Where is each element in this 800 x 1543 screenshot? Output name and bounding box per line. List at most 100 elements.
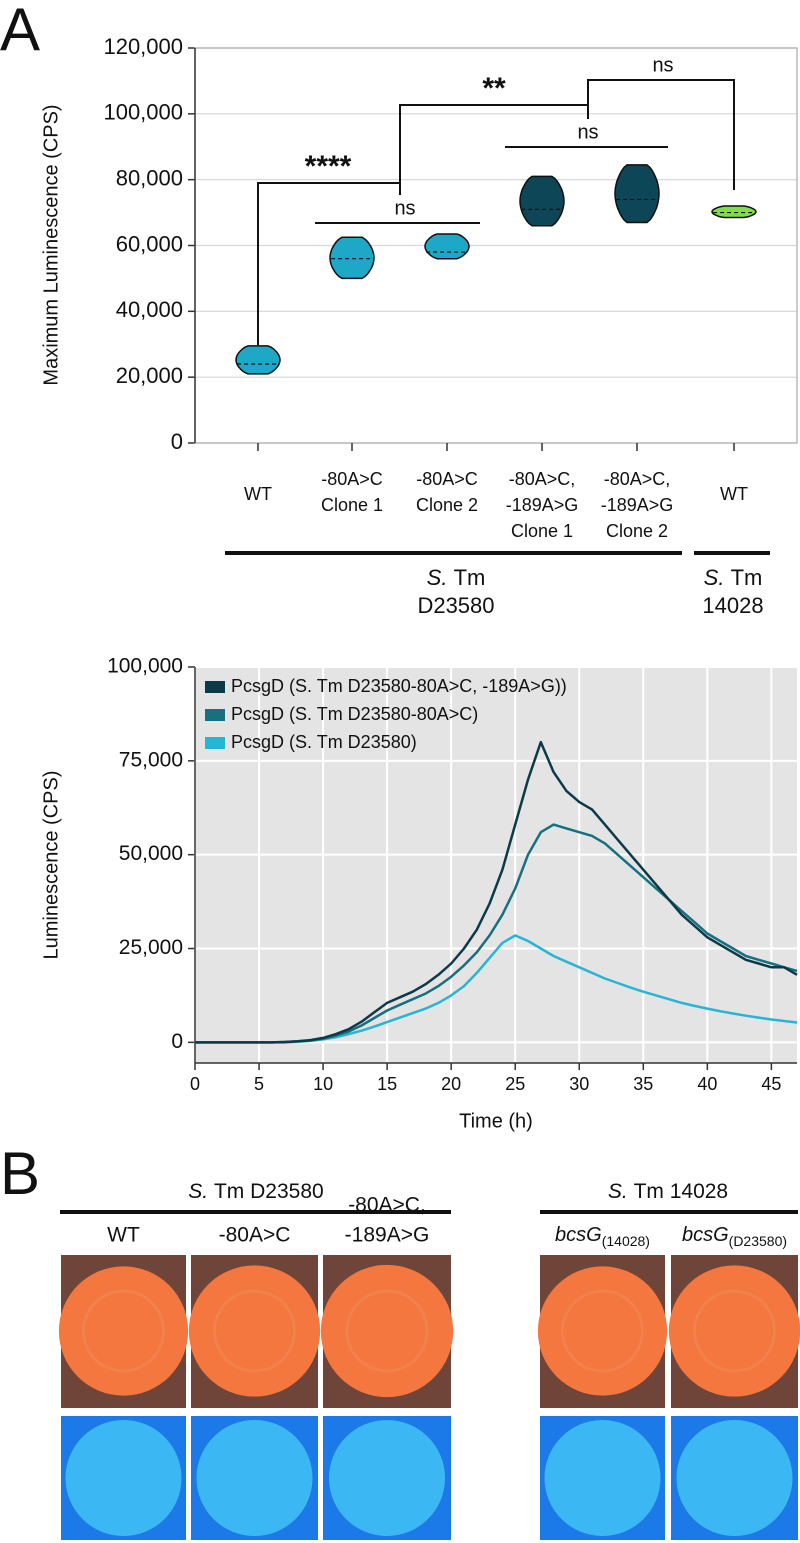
colony-blue [676, 1420, 793, 1536]
y-tick-label: 20,000 [116, 363, 183, 388]
x-tick-label: 40 [697, 1074, 717, 1094]
x-tick-label: 45 [761, 1074, 781, 1094]
x-tick-label: 15 [377, 1074, 397, 1094]
gene-subscript: (D23580) [729, 1233, 787, 1249]
legend-label: PcsgD (S. Tm D23580) [231, 732, 417, 752]
plot-background [195, 667, 797, 1063]
x-tick-label: -80A>C [416, 469, 478, 489]
legend-label: PcsgD (S. Tm D23580-80A>C) [231, 704, 478, 724]
y-axis-label: Maximum Luminescence (CPS) [40, 104, 62, 385]
column-label: -80A>C, [348, 1194, 426, 1217]
x-tick-label: WT [720, 484, 748, 504]
x-tick-label: -80A>C [321, 469, 383, 489]
group-species: S. [608, 1180, 628, 1203]
y-tick-label: 75,000 [119, 748, 183, 771]
group-species: S. [704, 565, 725, 590]
group-text: Tm D23580 [214, 1180, 324, 1203]
y-tick-label: 0 [171, 1030, 183, 1053]
legend-swatch [205, 681, 225, 693]
group-label: S. Tm [427, 565, 486, 590]
violin [235, 345, 281, 375]
significance-label: ** [482, 72, 506, 105]
legend-swatch [205, 709, 225, 721]
x-tick-label: 0 [190, 1074, 200, 1094]
group-strain: 14028 [702, 593, 763, 618]
y-tick-label: 50,000 [119, 842, 183, 865]
significance-label: ns [652, 54, 673, 76]
y-tick-label: 120,000 [103, 34, 183, 59]
violin [424, 233, 470, 260]
x-tick-label: Clone 1 [511, 521, 573, 541]
y-tick-label: 40,000 [116, 297, 183, 322]
column-label: -189A>G [345, 1224, 430, 1247]
colony-inner [213, 1289, 296, 1373]
panel-label: A [0, 0, 40, 63]
colony-inner [345, 1289, 429, 1373]
colony-red [320, 1264, 454, 1398]
column-label: bcsG(14028) [555, 1224, 650, 1248]
y-tick-label: 25,000 [119, 936, 183, 959]
colony-blue [65, 1420, 182, 1536]
column-label: -80A>C [219, 1224, 291, 1247]
group-text: Tm [454, 565, 486, 590]
colony-red [188, 1265, 321, 1397]
group-text: Tm 14028 [634, 1180, 729, 1203]
x-tick-label: 25 [505, 1074, 525, 1094]
violin [329, 236, 375, 280]
violin [614, 164, 660, 224]
colony-blue [544, 1420, 661, 1536]
legend-label: PcsgD (S. Tm D23580-80A>C, -189A>G)) [231, 676, 567, 696]
x-tick-label: Clone 2 [416, 495, 478, 515]
group-species: S. [188, 1180, 208, 1203]
significance-bracket [257, 182, 401, 345]
x-tick-label: WT [244, 484, 272, 504]
y-tick-label: 100,000 [107, 655, 183, 678]
colony-blue [329, 1420, 445, 1536]
gene-name: bcsG [555, 1224, 602, 1246]
violin [519, 175, 565, 227]
colony-red [537, 1266, 668, 1396]
line-series [195, 740, 798, 1044]
group-label: S. Tm [704, 565, 763, 590]
colony-red [668, 1265, 800, 1397]
group-text: Tm [731, 565, 763, 590]
y-tick-label: 0 [171, 429, 183, 454]
significance-label: **** [305, 150, 352, 183]
column-label: WT [107, 1224, 140, 1247]
colony-blue [196, 1420, 313, 1536]
colony-inner [693, 1289, 776, 1373]
significance-bracket [399, 104, 589, 183]
legend-swatch [205, 737, 225, 749]
x-tick-label: -80A>C, [509, 469, 576, 489]
x-tick-label: -189A>G [601, 495, 674, 515]
significance-label: ns [577, 121, 598, 143]
colony-inner [82, 1289, 165, 1373]
x-tick-label: -189A>G [506, 495, 579, 515]
colony-inner [561, 1289, 644, 1373]
x-tick-label: Clone 2 [606, 521, 668, 541]
violin [711, 205, 757, 219]
group-label: S. Tm 14028 [608, 1180, 728, 1203]
gene-name: bcsG [682, 1224, 729, 1246]
x-tick-label: 30 [569, 1074, 589, 1094]
gene-subscript: (14028) [602, 1233, 650, 1249]
y-axis-label: Luminescence (CPS) [40, 771, 62, 960]
x-tick-label: 10 [313, 1074, 333, 1094]
group-strain: D23580 [417, 593, 494, 618]
column-label: bcsG(D23580) [682, 1224, 787, 1248]
x-tick-label: 20 [441, 1074, 461, 1094]
x-tick-label: -80A>C, [604, 469, 671, 489]
colony-red [58, 1266, 189, 1396]
panel-label: B [0, 1140, 40, 1207]
significance-bracket [587, 79, 735, 190]
x-tick-label: 5 [254, 1074, 264, 1094]
group-label: S. Tm D23580 [188, 1180, 323, 1203]
x-axis-label: Time (h) [459, 1110, 533, 1132]
significance-label: ns [394, 197, 415, 219]
y-tick-label: 100,000 [103, 100, 183, 125]
x-tick-label: 35 [633, 1074, 653, 1094]
y-tick-label: 80,000 [116, 165, 183, 190]
group-species: S. [427, 565, 448, 590]
y-tick-label: 60,000 [116, 231, 183, 256]
